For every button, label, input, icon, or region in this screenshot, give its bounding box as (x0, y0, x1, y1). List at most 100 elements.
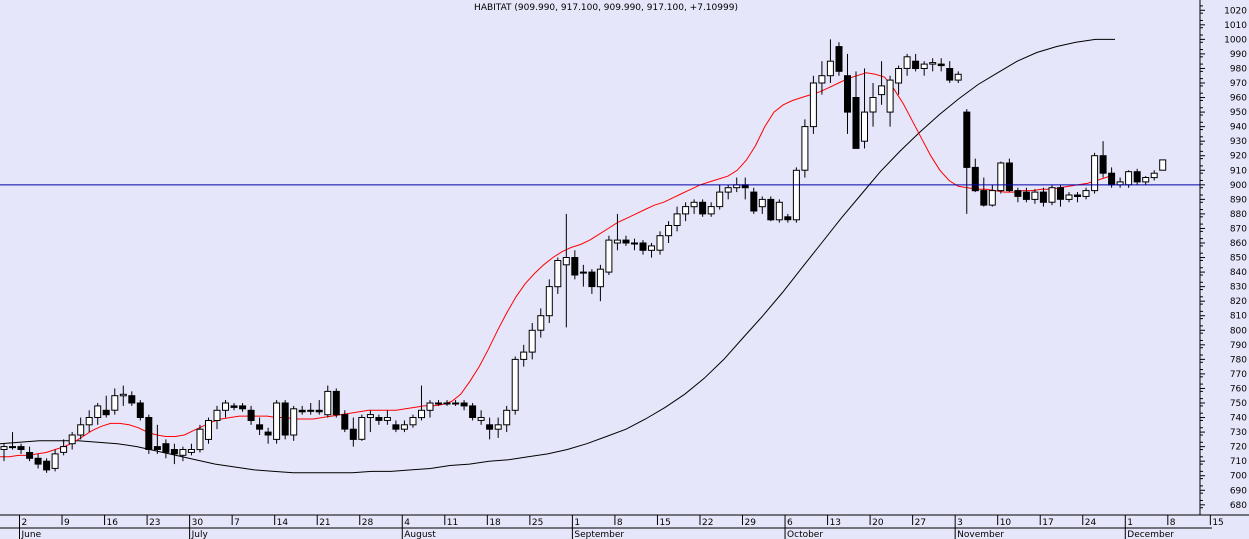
candle (826, 39, 834, 83)
candle-body-up (511, 358, 519, 411)
candle (639, 240, 647, 255)
candle (409, 414, 417, 428)
candle-body-up (1091, 155, 1099, 192)
x-day-label: 20 (872, 518, 884, 528)
y-tick-label: 840 (1230, 268, 1247, 278)
candle (187, 443, 195, 456)
candle-body-up (682, 206, 690, 215)
candle-body-up (1142, 177, 1150, 183)
candle-body-down (43, 460, 51, 471)
candle (622, 235, 630, 246)
candle (682, 202, 690, 222)
candle-body-up (997, 162, 1005, 192)
candle-body-down (750, 191, 758, 212)
y-tick-label: 1020 (1224, 6, 1247, 16)
candle-body-up (613, 239, 621, 244)
candle-body-down (256, 424, 264, 430)
candle-body-down (971, 166, 979, 192)
candle-body-down (784, 216, 792, 221)
candle (400, 420, 408, 433)
candle-body-up (1125, 171, 1133, 186)
candle (341, 410, 349, 433)
candle (767, 196, 775, 222)
candle-body-up (579, 271, 587, 274)
candle-body-up (383, 417, 391, 421)
candle-body-up (426, 402, 434, 411)
candle (511, 356, 519, 415)
candle-body-up (1082, 190, 1090, 197)
x-month-label: August (404, 530, 436, 539)
candle (26, 446, 34, 462)
x-day-label: 11 (447, 518, 458, 528)
y-tick-label: 790 (1230, 341, 1247, 351)
candle-body-up (213, 409, 221, 421)
candle (102, 395, 110, 418)
candle (179, 446, 187, 462)
candle (946, 61, 954, 83)
candle-body-up (520, 351, 528, 360)
candle (656, 231, 664, 255)
candle (1082, 187, 1090, 200)
candle (170, 443, 178, 465)
candle (750, 187, 758, 214)
x-day-label: 4 (404, 518, 410, 528)
x-day-label: 17 (1042, 518, 1053, 528)
candle-body-up (418, 409, 425, 419)
candle (349, 417, 357, 447)
candle-body-up (690, 201, 698, 208)
candle (298, 405, 306, 415)
candle-body-up (809, 82, 817, 128)
y-tick-label: 820 (1230, 297, 1247, 307)
candle (1014, 187, 1022, 203)
candle (460, 400, 468, 411)
candle (571, 250, 579, 280)
candle-body-down (1014, 190, 1022, 197)
candle (418, 385, 425, 421)
x-day-label: 6 (787, 518, 793, 528)
candle-body-down (26, 452, 34, 459)
candle (1159, 159, 1167, 171)
candle-body-down (767, 198, 775, 221)
candle (247, 405, 255, 425)
candle (596, 264, 604, 302)
y-tick-label: 910 (1230, 166, 1247, 176)
candle (366, 410, 374, 433)
y-tick-label: 890 (1230, 195, 1247, 205)
candle (503, 405, 511, 433)
candle-body-up (826, 60, 834, 77)
candle (809, 75, 817, 134)
y-tick-label: 860 (1230, 239, 1247, 249)
candle-body-up (818, 75, 826, 84)
candle (665, 221, 673, 243)
candle (60, 439, 68, 456)
candle (1031, 189, 1039, 204)
candle-body-up (954, 73, 962, 81)
candle-body-up (435, 402, 442, 405)
candle (801, 119, 809, 178)
candle-body-down (34, 457, 42, 465)
candle (1091, 152, 1099, 194)
candle (1099, 141, 1107, 178)
candle-body-up (9, 446, 16, 449)
candle (520, 344, 528, 367)
y-tick-label: 980 (1230, 64, 1247, 74)
candle-body-down (622, 239, 630, 244)
candle-body-down (852, 97, 860, 149)
candle-body-up (562, 257, 570, 266)
candle-body-up (443, 402, 451, 405)
candle-body-up (801, 126, 809, 171)
x-month-label: September (574, 530, 624, 539)
candle-body-down (937, 63, 945, 67)
candle (477, 410, 485, 425)
candle-body-down (1133, 171, 1141, 183)
candle (332, 388, 340, 418)
candle (153, 424, 161, 454)
x-day-label: 24 (1085, 518, 1097, 528)
y-tick-label: 810 (1230, 312, 1247, 322)
candle-body-up (111, 395, 119, 411)
candle-body-up (400, 424, 408, 430)
candle-body-up (222, 402, 229, 411)
candle-body-up (554, 260, 562, 288)
candle-body-down (247, 409, 255, 421)
